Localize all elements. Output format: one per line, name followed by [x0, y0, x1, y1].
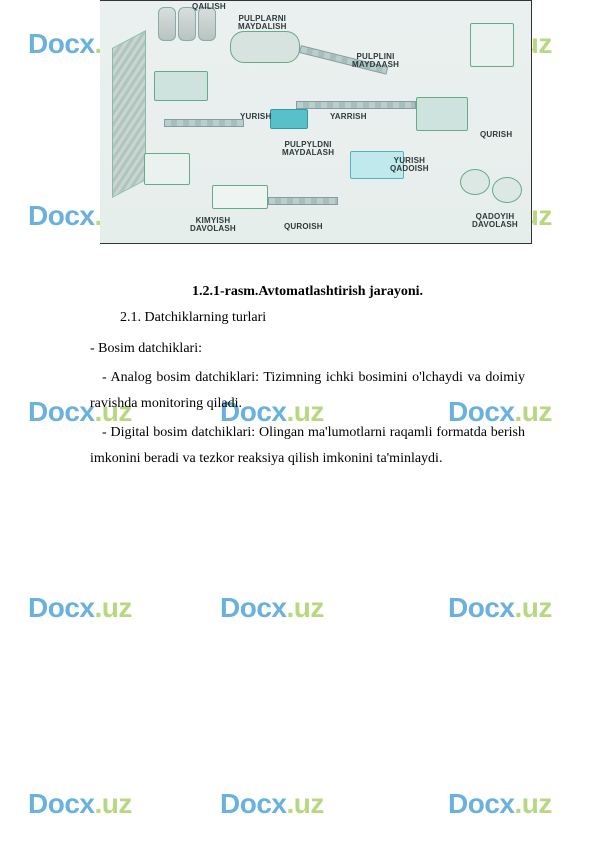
infographic-label: YURISHQADOISH	[390, 157, 429, 174]
infographic-label: KIMYISHDAVOLASH	[190, 217, 236, 234]
paragraph-3: - Digital bosim datchiklari: Olingan ma'…	[90, 420, 525, 473]
paragraph-2: - Analog bosim datchiklari: Tizimning ic…	[90, 365, 525, 418]
infographic-label: PULPLARNIMAYDALISH	[238, 15, 287, 32]
infographic-label: YARRISH	[330, 113, 367, 121]
page: QAILISH PULPLARNIMAYDALISH PULPLINIMAYDAAS…	[0, 0, 595, 842]
infographic-label: YURISH	[240, 113, 271, 121]
section-heading: 2.1. Datchiklarning turlari	[120, 310, 525, 326]
paragraph-1: - Bosim datchiklari:	[90, 336, 525, 363]
infographic-label: QURISH	[480, 131, 512, 139]
infographic-label: QUROISH	[284, 223, 323, 231]
infographic-label: QADOYIHDAVOLASH	[472, 213, 518, 230]
process-infographic: QAILISH PULPLARNIMAYDALISH PULPLINIMAYDAAS…	[100, 0, 532, 244]
infographic-label: QAILISH	[192, 3, 226, 11]
infographic-label: PULPLINIMAYDAASH	[352, 53, 399, 70]
figure-caption: 1.2.1-rasm.Avtomatlashtirish jarayoni.	[90, 284, 525, 300]
infographic-label: PULPYLDNIMAYDALASH	[282, 141, 334, 158]
